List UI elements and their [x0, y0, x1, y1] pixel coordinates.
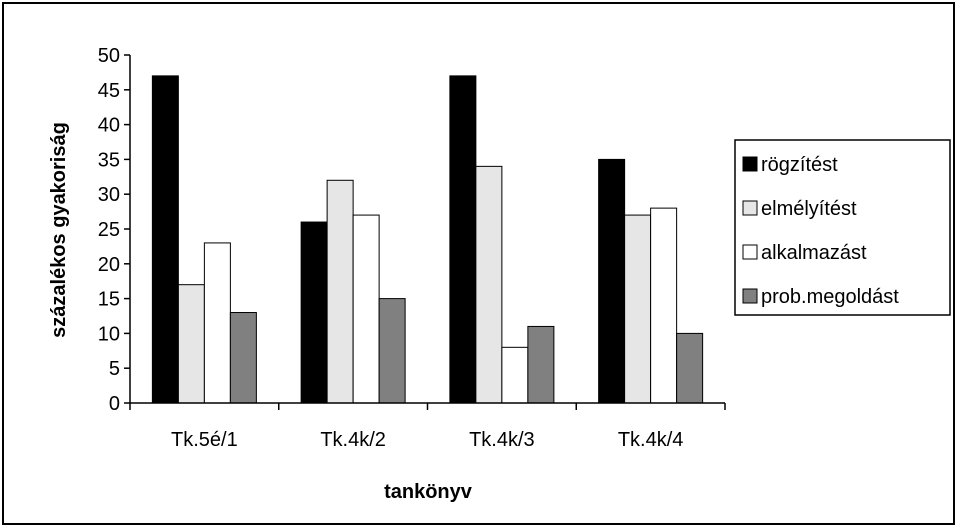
x-tick-label: Tk.5é/1	[171, 429, 238, 451]
y-tick-label: 40	[98, 115, 120, 137]
bar-2-2	[326, 179, 354, 404]
legend-label: rögzítést	[761, 154, 838, 176]
legend-label: alkalmazást	[761, 242, 867, 264]
bar-4-1	[229, 312, 257, 404]
x-tick-label: Tk.4k/3	[469, 429, 535, 451]
bar-3-1	[203, 242, 231, 404]
y-tick-label: 25	[98, 219, 120, 241]
y-axis-title: százalékos gyakoriság	[48, 122, 70, 338]
legend-label: elmélyítést	[761, 198, 857, 220]
legend-label: prob.megoldást	[761, 286, 899, 308]
bar-2-1	[177, 284, 205, 404]
bar-1-4	[598, 158, 626, 404]
y-tick-label: 30	[98, 184, 120, 206]
bar-1-1	[151, 75, 179, 404]
bar-3-3	[501, 346, 529, 404]
x-tick-label: Tk.4k/4	[618, 429, 684, 451]
y-tick-label: 20	[98, 254, 120, 276]
legend-swatch	[742, 200, 758, 216]
y-tick-label: 50	[98, 45, 120, 67]
bar-2-3	[475, 165, 503, 404]
legend: rögzítést elmélyítést alkalmazást prob.mego…	[734, 139, 951, 316]
y-tick-label: 10	[98, 323, 120, 345]
bar-3-4	[650, 207, 678, 404]
bar-2-4	[624, 214, 652, 404]
bar-4-2	[378, 298, 406, 404]
x-axis-title: tankönyv	[384, 481, 473, 503]
y-tick-label: 5	[109, 358, 120, 380]
legend-swatch	[742, 288, 758, 304]
bar-4-3	[527, 325, 555, 404]
bar-1-3	[449, 75, 477, 404]
y-tick-label: 45	[98, 80, 120, 102]
y-tick-label: 35	[98, 149, 120, 171]
legend-swatch	[742, 244, 758, 260]
legend-swatch	[742, 156, 758, 172]
plot-area	[151, 75, 704, 404]
bar-4-4	[676, 332, 704, 404]
x-axis: Tk.5é/1 Tk.4k/2 Tk.4k/3 Tk.4k/4	[129, 402, 726, 451]
x-tick-label: Tk.4k/2	[320, 429, 386, 451]
legend-box	[734, 139, 951, 316]
bar-1-2	[300, 221, 328, 404]
y-axis: 0 5 10 15 20 25 30 35 40 45 50	[98, 45, 131, 415]
bar-3-2	[352, 214, 380, 404]
y-tick-label: 15	[98, 289, 120, 311]
y-tick-label: 0	[109, 393, 120, 415]
